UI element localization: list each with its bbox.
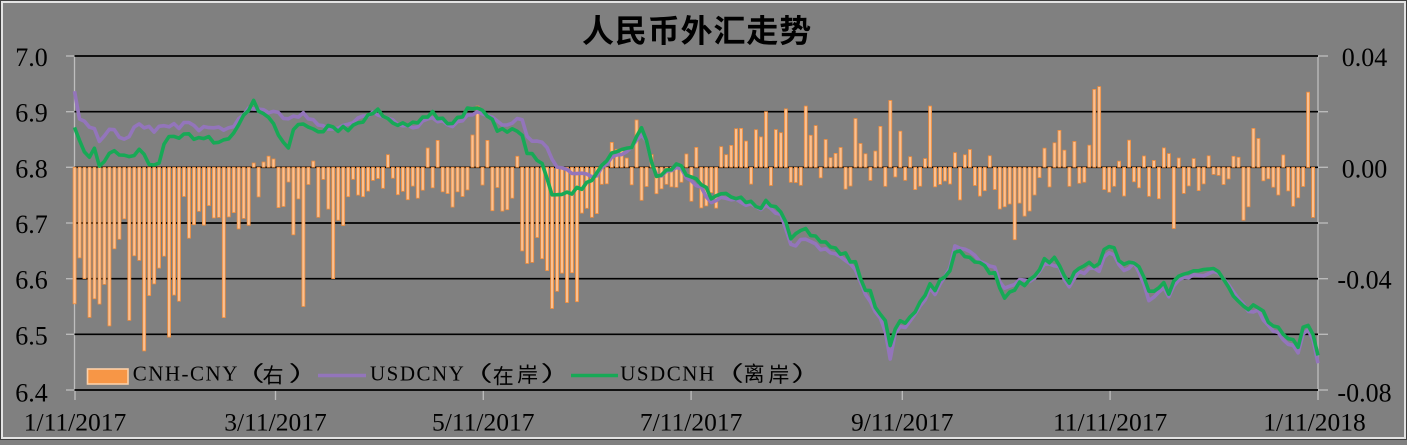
svg-text:6.4: 6.4	[15, 379, 48, 408]
svg-text:1/11/2018: 1/11/2018	[1263, 408, 1365, 437]
svg-text:11/11/2017: 11/11/2017	[1053, 408, 1168, 437]
svg-text:0.04: 0.04	[1342, 43, 1388, 72]
svg-text:0.00: 0.00	[1342, 154, 1388, 183]
svg-text:-0.04: -0.04	[1337, 266, 1391, 295]
svg-text:6.9: 6.9	[15, 99, 48, 128]
svg-text:5/11/2017: 5/11/2017	[432, 408, 535, 437]
svg-text:6.6: 6.6	[15, 266, 48, 295]
svg-text:1/11/2017: 1/11/2017	[24, 408, 127, 437]
svg-text:6.7: 6.7	[15, 210, 48, 239]
svg-text:CNH-CNY: CNH-CNY	[133, 362, 239, 386]
svg-text:6.8: 6.8	[15, 154, 48, 183]
svg-text:6.5: 6.5	[15, 321, 48, 350]
svg-text:3/11/2017: 3/11/2017	[224, 408, 327, 437]
svg-text:7/11/2017: 7/11/2017	[640, 408, 743, 437]
svg-text:7.0: 7.0	[15, 43, 48, 72]
svg-text:USDCNY: USDCNY	[370, 362, 465, 386]
svg-text:USDCNH: USDCNH	[620, 362, 715, 386]
svg-text:-0.08: -0.08	[1337, 379, 1391, 408]
svg-text:9/11/2017: 9/11/2017	[851, 408, 954, 437]
